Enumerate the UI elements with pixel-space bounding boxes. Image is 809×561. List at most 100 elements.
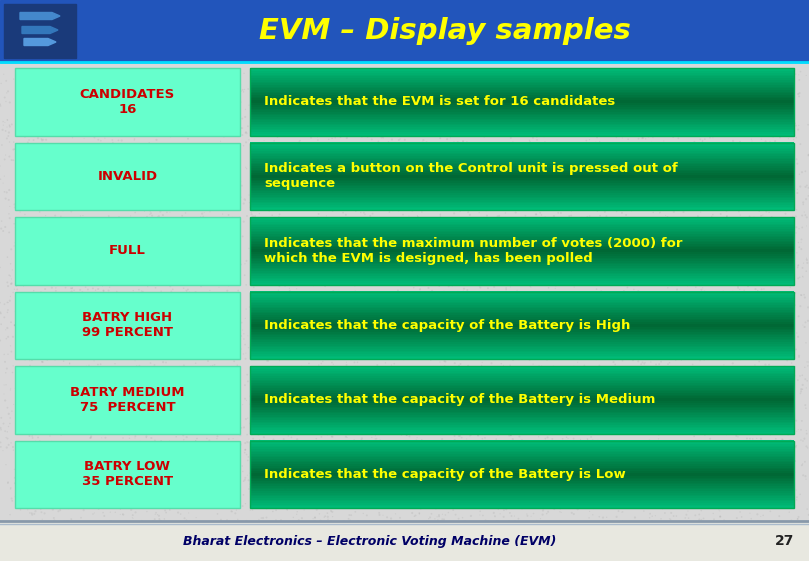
Point <box>61 181 74 190</box>
Bar <box>250 352 794 354</box>
Point <box>61 473 74 482</box>
Point <box>104 222 116 231</box>
Point <box>480 474 493 483</box>
Point <box>112 235 125 244</box>
Point <box>89 451 102 460</box>
Point <box>502 275 515 284</box>
Point <box>521 152 534 161</box>
Point <box>773 223 786 232</box>
Point <box>768 113 781 122</box>
Point <box>650 245 663 254</box>
Point <box>282 323 294 332</box>
Point <box>377 214 390 223</box>
Point <box>476 388 489 397</box>
Point <box>784 291 797 300</box>
Point <box>88 508 101 517</box>
Point <box>499 411 512 420</box>
Point <box>791 376 804 385</box>
Point <box>485 70 498 79</box>
Point <box>693 356 706 365</box>
Point <box>15 125 28 134</box>
Point <box>48 292 61 301</box>
Point <box>307 514 320 523</box>
Point <box>316 179 328 188</box>
Point <box>465 155 478 164</box>
Point <box>130 329 143 338</box>
Point <box>416 138 429 147</box>
Point <box>663 358 676 367</box>
Point <box>309 421 322 430</box>
Point <box>188 146 201 155</box>
Bar <box>250 157 794 159</box>
Bar <box>250 357 794 359</box>
Point <box>400 422 413 431</box>
Point <box>4 484 17 493</box>
Point <box>782 496 795 505</box>
Point <box>662 426 675 435</box>
Point <box>705 119 718 128</box>
Point <box>311 213 324 222</box>
Point <box>603 424 616 433</box>
Point <box>332 186 345 195</box>
Point <box>44 466 57 475</box>
Point <box>578 396 591 404</box>
Point <box>336 300 349 309</box>
Point <box>130 332 143 341</box>
Point <box>481 211 493 220</box>
Point <box>463 150 476 159</box>
Point <box>243 198 256 207</box>
Point <box>563 328 576 337</box>
Point <box>179 319 192 328</box>
Point <box>461 165 474 174</box>
Point <box>530 473 543 482</box>
Point <box>115 197 128 206</box>
Point <box>701 142 714 151</box>
Point <box>283 397 296 406</box>
Point <box>535 153 548 162</box>
Point <box>775 440 788 449</box>
Point <box>134 248 147 257</box>
Point <box>709 467 722 476</box>
Point <box>56 379 69 388</box>
Point <box>421 103 434 112</box>
Point <box>485 298 498 307</box>
Point <box>785 516 798 525</box>
Point <box>159 351 172 360</box>
Point <box>315 287 328 296</box>
Point <box>512 176 525 185</box>
Point <box>578 361 591 370</box>
Point <box>201 279 214 288</box>
Point <box>747 200 760 209</box>
Point <box>648 463 661 472</box>
Point <box>75 473 88 482</box>
Point <box>91 471 104 480</box>
Point <box>429 384 442 393</box>
Point <box>289 297 302 306</box>
Point <box>432 175 445 184</box>
Point <box>281 482 294 491</box>
Point <box>498 180 511 189</box>
Point <box>273 401 286 410</box>
Point <box>274 111 287 119</box>
Point <box>650 473 663 482</box>
Bar <box>250 184 794 186</box>
Point <box>451 456 464 465</box>
Point <box>593 128 606 137</box>
Point <box>154 207 167 216</box>
Point <box>11 518 24 527</box>
Point <box>75 461 88 470</box>
Point <box>315 359 328 368</box>
Point <box>3 152 16 161</box>
Point <box>351 223 364 232</box>
Point <box>621 195 634 204</box>
Point <box>487 107 500 116</box>
Point <box>741 300 754 309</box>
Point <box>46 186 59 195</box>
Point <box>649 232 662 241</box>
Point <box>504 370 517 379</box>
Point <box>521 408 534 417</box>
Point <box>461 122 474 131</box>
Point <box>744 195 757 204</box>
Point <box>252 399 265 408</box>
Point <box>3 214 16 223</box>
